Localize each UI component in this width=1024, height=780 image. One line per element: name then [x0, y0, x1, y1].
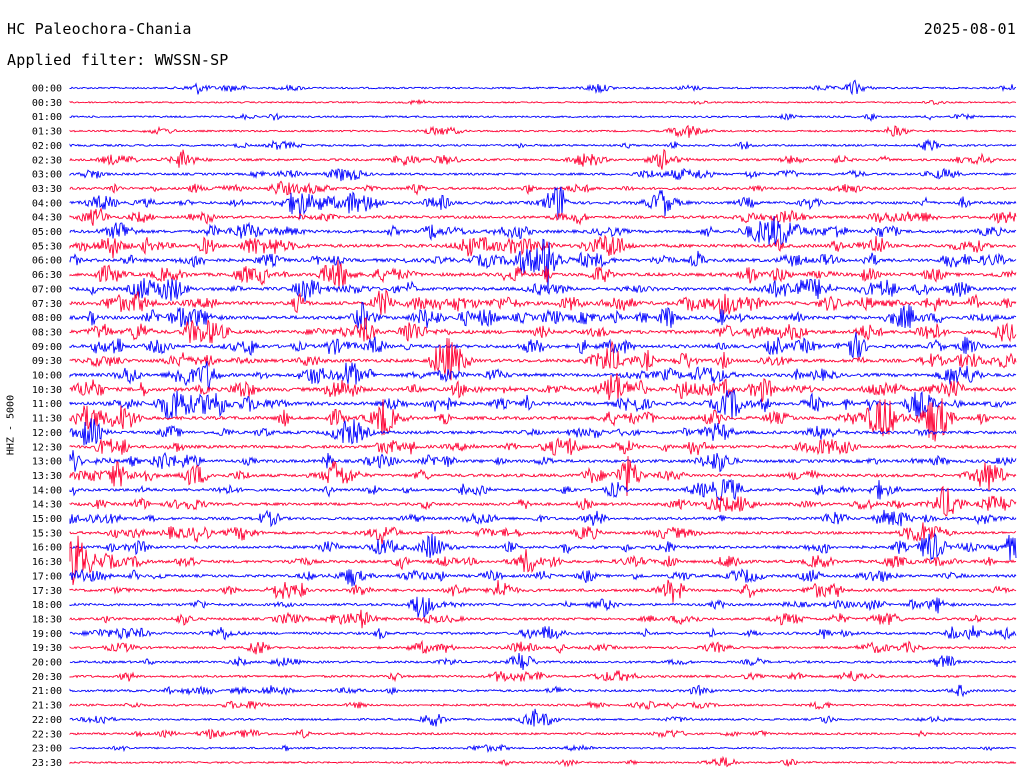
trace-line-0730: [69, 289, 1017, 315]
trace-line-2130: [69, 700, 1017, 710]
row-time-label: 19:30: [32, 643, 62, 654]
trace-line-0000: [69, 79, 1017, 96]
trace-line-0900: [69, 332, 1017, 359]
row-time-label: 05:30: [32, 241, 62, 252]
trace-line-0930: [69, 337, 1017, 381]
row-time-label: 04:30: [32, 213, 62, 224]
trace-line-1430: [69, 485, 1017, 517]
trace-line-0400: [69, 186, 1017, 220]
row-time-label: 04:00: [32, 198, 62, 209]
trace-line-1500: [69, 509, 1017, 528]
row-time-label: 02:00: [32, 141, 62, 152]
row-time-label: 10:00: [32, 371, 62, 382]
trace-line-1200: [69, 418, 1017, 446]
row-time-label: 21:30: [32, 701, 62, 712]
trace-line-1800: [69, 596, 1017, 619]
row-time-label: 11:30: [32, 414, 62, 425]
trace-line-1630: [69, 535, 1017, 586]
row-time-label: 02:30: [32, 155, 62, 166]
trace-line-2300: [69, 743, 1017, 754]
row-time-label: 06:00: [32, 256, 62, 267]
row-time-label: 16:00: [32, 543, 62, 554]
trace-line-1330: [69, 456, 1017, 497]
filter-label: Applied filter: WWSSN-SP: [7, 51, 229, 69]
trace-line-1830: [69, 609, 1017, 629]
trace-line-1730: [69, 579, 1017, 603]
row-time-label: 11:00: [32, 399, 62, 410]
row-time-label: 23:00: [32, 744, 62, 755]
trace-line-0700: [69, 278, 1017, 302]
trace-line-1030: [69, 372, 1017, 403]
row-time-label: 03:30: [32, 184, 62, 195]
row-time-label: 00:30: [32, 98, 62, 109]
row-time-label: 16:30: [32, 557, 62, 568]
trace-line-1230: [69, 437, 1017, 456]
row-time-label: 22:30: [32, 729, 62, 740]
trace-line-2230: [69, 728, 1017, 740]
row-time-label: 05:00: [32, 227, 62, 238]
trace-line-2100: [69, 684, 1017, 698]
trace-line-1600: [69, 532, 1017, 561]
trace-line-0430: [69, 206, 1017, 226]
row-time-label: 21:00: [32, 686, 62, 697]
row-time-label: 20:30: [32, 672, 62, 683]
row-time-label: 20:00: [32, 658, 62, 669]
trace-line-0800: [69, 301, 1017, 330]
row-time-label: 15:30: [32, 528, 62, 539]
row-time-label: 08:00: [32, 313, 62, 324]
row-time-label: 12:00: [32, 428, 62, 439]
trace-line-0600: [69, 238, 1017, 293]
trace-line-2200: [69, 708, 1017, 727]
trace-line-0230: [69, 148, 1017, 170]
row-time-label: 07:00: [32, 284, 62, 295]
trace-line-1300: [69, 450, 1017, 473]
trace-line-0500: [69, 216, 1017, 247]
trace-line-1900: [69, 625, 1017, 641]
row-time-label: 19:00: [32, 629, 62, 640]
trace-line-1130: [69, 398, 1017, 442]
date-label: 2025-08-01: [923, 20, 1016, 38]
trace-line-0030: [69, 99, 1017, 106]
trace-line-1400: [69, 478, 1017, 502]
trace-line-1930: [69, 639, 1016, 655]
row-time-label: 14:00: [32, 485, 62, 496]
trace-line-1700: [69, 568, 1017, 587]
row-time-label: 06:30: [32, 270, 62, 281]
row-time-label: 01:00: [32, 112, 62, 123]
row-time-label: 17:30: [32, 586, 62, 597]
row-time-label: 22:00: [32, 715, 62, 726]
trace-line-0100: [69, 112, 1017, 122]
trace-line-1100: [69, 388, 1017, 420]
trace-line-0200: [69, 138, 1017, 152]
trace-line-2000: [69, 652, 1017, 671]
row-time-label: 08:30: [32, 327, 62, 338]
trace-line-0830: [69, 317, 1017, 344]
row-time-label: 03:00: [32, 170, 62, 181]
row-time-label: 09:30: [32, 356, 62, 367]
trace-line-0330: [69, 180, 1017, 196]
row-time-label: 07:30: [32, 299, 62, 310]
row-time-label: 09:00: [32, 342, 62, 353]
trace-line-2330: [69, 755, 1017, 768]
trace-line-1000: [69, 361, 1017, 389]
row-time-label: 17:00: [32, 571, 62, 582]
row-time-label: 18:30: [32, 614, 62, 625]
row-time-label: 18:00: [32, 600, 62, 611]
row-time-label: 10:30: [32, 385, 62, 396]
row-time-label: 23:30: [32, 758, 62, 769]
row-time-label: 13:30: [32, 471, 62, 482]
station-title: HC Paleochora-Chania: [7, 20, 192, 38]
trace-line-0300: [69, 167, 1017, 182]
row-time-label: 15:00: [32, 514, 62, 525]
row-time-label: 00:00: [32, 84, 62, 95]
trace-line-2030: [69, 670, 1017, 683]
row-time-label: 14:30: [32, 500, 62, 511]
row-time-label: 01:30: [32, 127, 62, 138]
trace-line-0130: [69, 124, 1017, 138]
trace-line-1530: [69, 522, 1017, 545]
trace-line-0630: [69, 260, 1017, 289]
row-time-label: 13:00: [32, 457, 62, 468]
row-time-label: 12:30: [32, 442, 62, 453]
